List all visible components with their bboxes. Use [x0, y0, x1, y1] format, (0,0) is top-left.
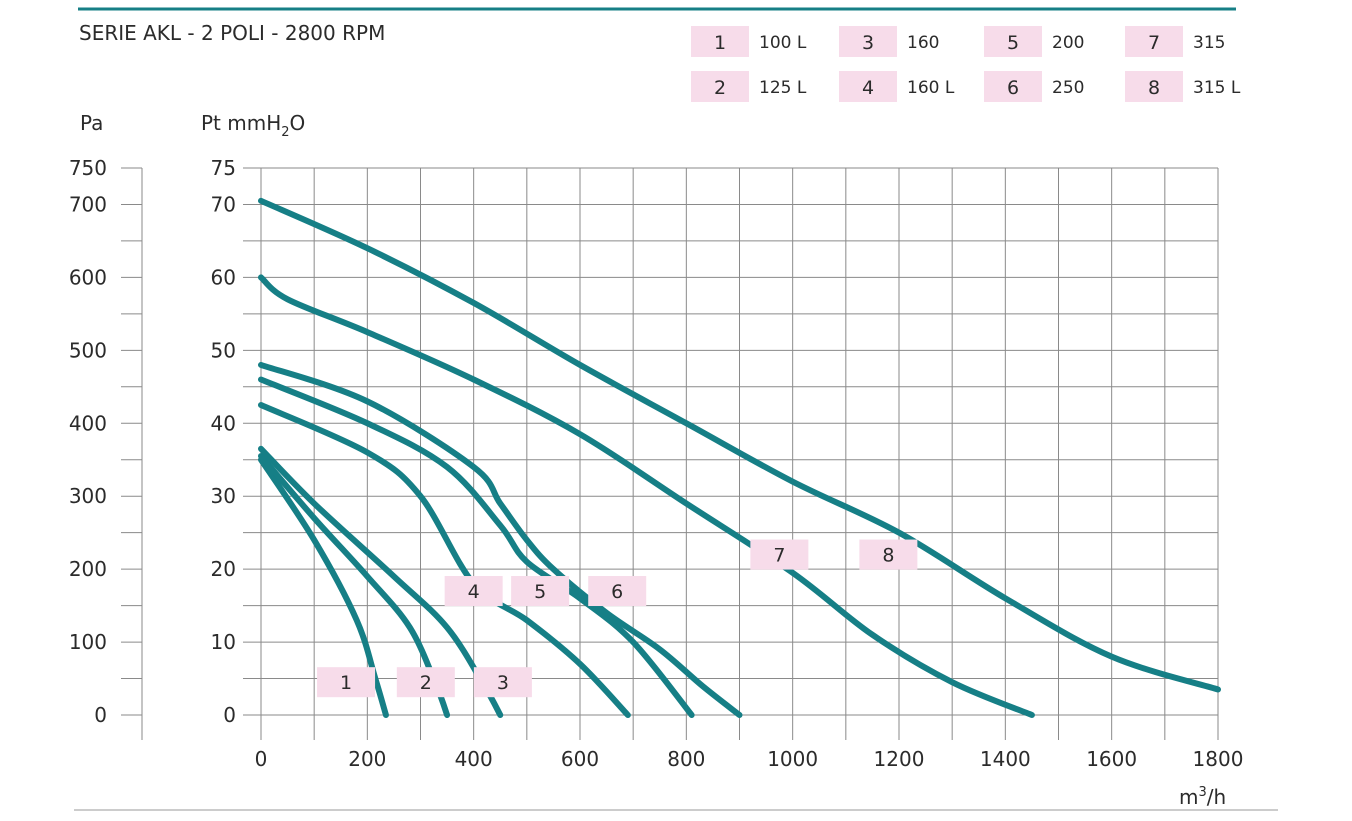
y-tick-label: 50 — [211, 338, 236, 362]
curve-tag-label: 1 — [340, 672, 352, 694]
curve-tag-6 — [588, 576, 647, 607]
curve-tag-7 — [750, 539, 809, 570]
legend-label: 160 L — [907, 78, 955, 98]
legend-number: 1 — [714, 32, 726, 54]
curve-6 — [258, 361, 743, 718]
curve-1 — [258, 456, 389, 718]
pa-tick-label: 500 — [69, 338, 107, 362]
x-tick-label: 800 — [667, 747, 705, 771]
pa-tick-label: 0 — [94, 703, 107, 727]
performance-curves — [258, 197, 1221, 718]
x-tick-labels: 0 200 400 600 800 1000 1200 1400 1600 1800 — [255, 747, 1244, 771]
curve-tag-label: 8 — [882, 545, 894, 567]
plot-grid — [243, 167, 1219, 740]
x-axis-label: m3/h — [1179, 785, 1226, 809]
curve-tag-5 — [511, 576, 570, 607]
legend: 1 100 L 3 160 5 200 7 315 2 125 L 4 160 L 6 250 8 315 L — [691, 26, 1241, 102]
curve-tag-label: 6 — [611, 581, 623, 603]
legend-swatch — [839, 26, 897, 57]
chart-title: SERIE AKL - 2 POLI - 2800 RPM — [79, 21, 385, 45]
legend-label: 125 L — [759, 78, 807, 98]
legend-swatch — [984, 26, 1042, 57]
pa-axis-label: Pa — [80, 111, 103, 135]
legend-label: 250 — [1052, 78, 1084, 98]
curve-tag-label: 3 — [497, 672, 509, 694]
legend-number: 8 — [1148, 77, 1160, 99]
x-tick-label: 1000 — [767, 747, 818, 771]
curve-tags: 1 2 3 4 5 6 7 8 — [317, 539, 918, 698]
curve-7 — [258, 274, 1035, 718]
y-tick-label: 30 — [211, 484, 236, 508]
curve-tag-2 — [396, 667, 455, 698]
curve-5 — [258, 376, 695, 718]
pa-tick-label: 700 — [69, 192, 107, 216]
curve-tag-4 — [444, 576, 503, 607]
pa-tick-label: 100 — [69, 630, 107, 654]
legend-number: 2 — [714, 77, 726, 99]
legend-label: 315 — [1193, 33, 1225, 53]
y-tick-label: 40 — [211, 411, 236, 435]
legend-swatch — [984, 71, 1042, 102]
y-tick-label: 60 — [211, 265, 236, 289]
curve-tag-label: 2 — [420, 672, 432, 694]
pa-tick-label: 600 — [69, 265, 107, 289]
x-tick-label: 600 — [561, 747, 599, 771]
pressure-axis-label: Pt mmH2O — [201, 111, 305, 140]
legend-swatch — [839, 71, 897, 102]
legend-number: 4 — [862, 77, 874, 99]
curve-tag-1 — [317, 667, 376, 698]
curve-8 — [258, 197, 1221, 693]
pa-tick-label: 300 — [69, 484, 107, 508]
curve-tag-3 — [473, 667, 532, 698]
legend-number: 7 — [1148, 32, 1160, 54]
x-tick-label: 0 — [255, 747, 268, 771]
x-tick-label: 200 — [348, 747, 386, 771]
pa-tick-label: 750 — [69, 156, 107, 180]
y-tick-label: 20 — [211, 557, 236, 581]
legend-label: 200 — [1052, 33, 1084, 53]
x-tick-label: 1200 — [874, 747, 925, 771]
pa-axis — [121, 167, 143, 740]
x-tick-label: 400 — [455, 747, 493, 771]
x-tick-label: 1400 — [980, 747, 1031, 771]
curve-tag-label: 7 — [773, 545, 785, 567]
legend-swatch — [1125, 71, 1183, 102]
legend-label: 160 — [907, 33, 939, 53]
curve-tag-8 — [859, 539, 918, 570]
legend-swatch — [1125, 26, 1183, 57]
y-tick-label: 70 — [211, 192, 236, 216]
pa-tick-label: 400 — [69, 411, 107, 435]
legend-number: 3 — [862, 32, 874, 54]
x-tick-label: 1800 — [1193, 747, 1244, 771]
legend-swatch — [691, 71, 749, 102]
legend-label: 315 L — [1193, 78, 1241, 98]
legend-label: 100 L — [759, 33, 807, 53]
curve-tag-label: 4 — [468, 581, 480, 603]
x-tick-label: 1600 — [1086, 747, 1137, 771]
pa-tick-label: 200 — [69, 557, 107, 581]
legend-number: 6 — [1007, 77, 1019, 99]
y-tick-labels: 0 0 10 100 20 200 30 300 40 400 50 500 60 600 70 700 75 7… — [69, 156, 236, 727]
y-tick-label: 10 — [211, 630, 236, 654]
legend-swatch — [691, 26, 749, 57]
y-tick-label: 75 — [211, 156, 236, 180]
curve-tag-label: 5 — [534, 581, 546, 603]
legend-number: 5 — [1007, 32, 1019, 54]
y-tick-label: 0 — [223, 703, 236, 727]
